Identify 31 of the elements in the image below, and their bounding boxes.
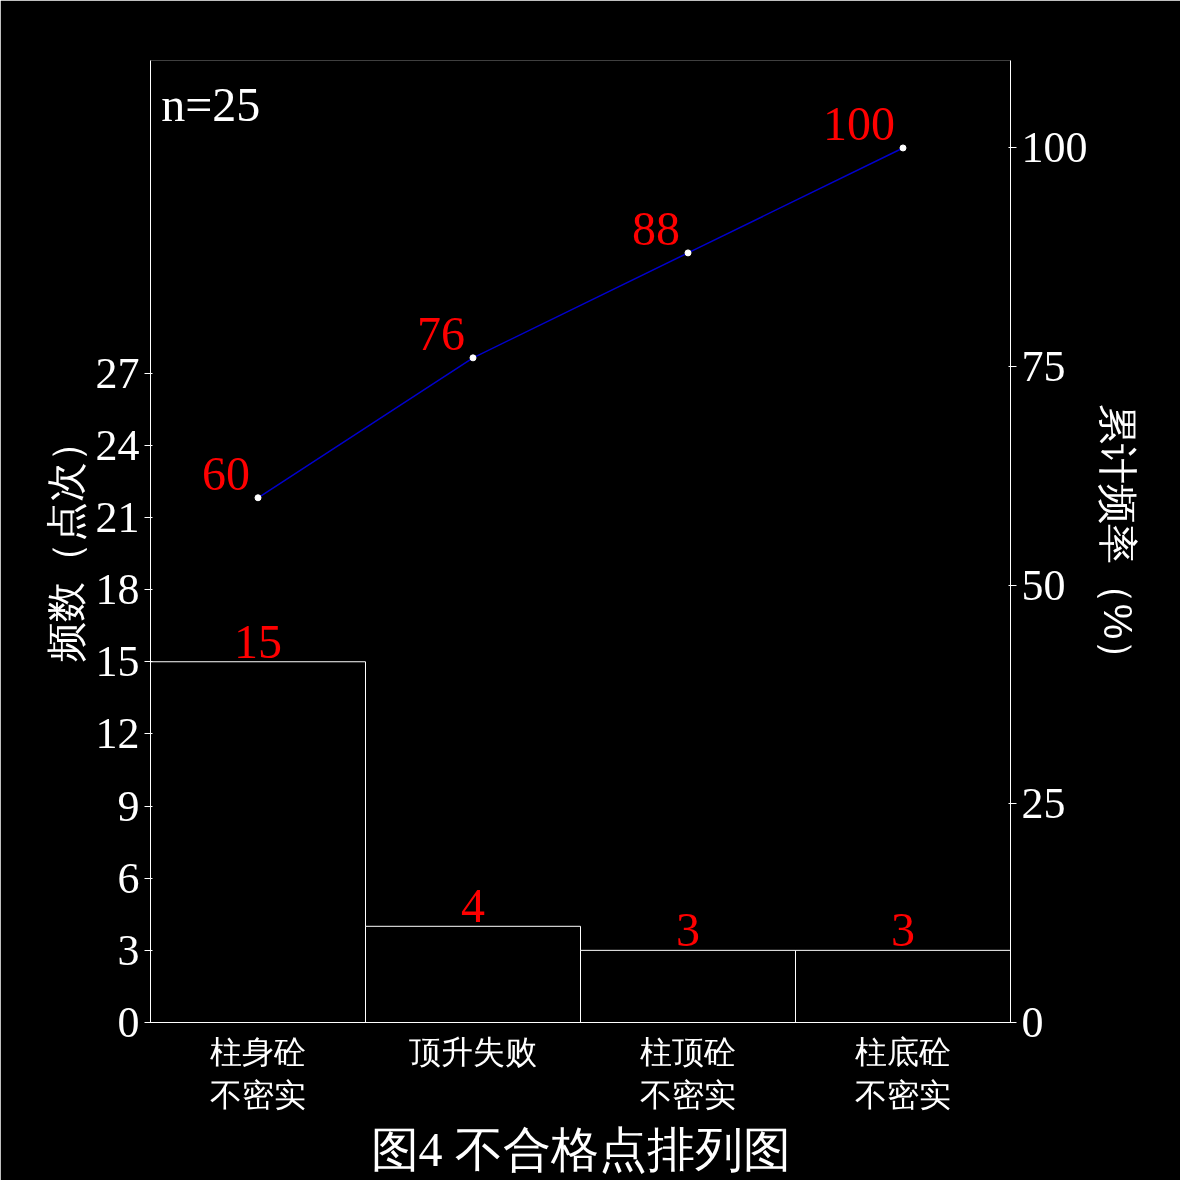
x-tick-label: 柱顶砼不密实 [640, 1033, 736, 1113]
data-label: 3 [891, 903, 915, 957]
data-label: 88 [632, 201, 680, 255]
y2-tick-label: 100 [1021, 123, 1088, 173]
data-label: 4 [461, 879, 485, 933]
data-label: 15 [234, 614, 282, 668]
y-tick-label: 18 [95, 565, 140, 615]
y2-tick-label: 50 [1021, 560, 1066, 610]
annotation: n=25 [161, 77, 261, 131]
y-tick-label: 12 [95, 709, 140, 759]
y-tick-label: 21 [95, 492, 140, 542]
y-tick-label: 27 [95, 348, 140, 398]
y-tick-label: 9 [117, 781, 140, 831]
x-tick-label: 顶升失败 [409, 1033, 537, 1070]
y-tick-label: 6 [117, 853, 140, 903]
text: 图4 不合格点排列图 [370, 1122, 791, 1176]
y-tick-label: 15 [95, 637, 140, 687]
data-label: 76 [417, 306, 465, 360]
y-axis-title: 频数（点次） [43, 421, 88, 662]
data-label: 3 [676, 903, 700, 957]
y2-tick-label: 25 [1021, 779, 1066, 829]
x-tick-label: 柱身砼不密实 [210, 1033, 306, 1113]
y2-tick-label: 75 [1021, 342, 1066, 392]
y-tick-label: 24 [95, 420, 140, 470]
x-tick-label: 柱底砼不密实 [855, 1033, 951, 1113]
y2-axis-title: 累计频率（%） [1095, 403, 1140, 680]
y2-tick-label: 0 [1021, 998, 1044, 1047]
y-tick-label: 3 [117, 925, 140, 975]
data-label: 100 [823, 96, 895, 150]
data-label: 60 [202, 446, 250, 500]
y-tick-label: 0 [117, 998, 140, 1047]
